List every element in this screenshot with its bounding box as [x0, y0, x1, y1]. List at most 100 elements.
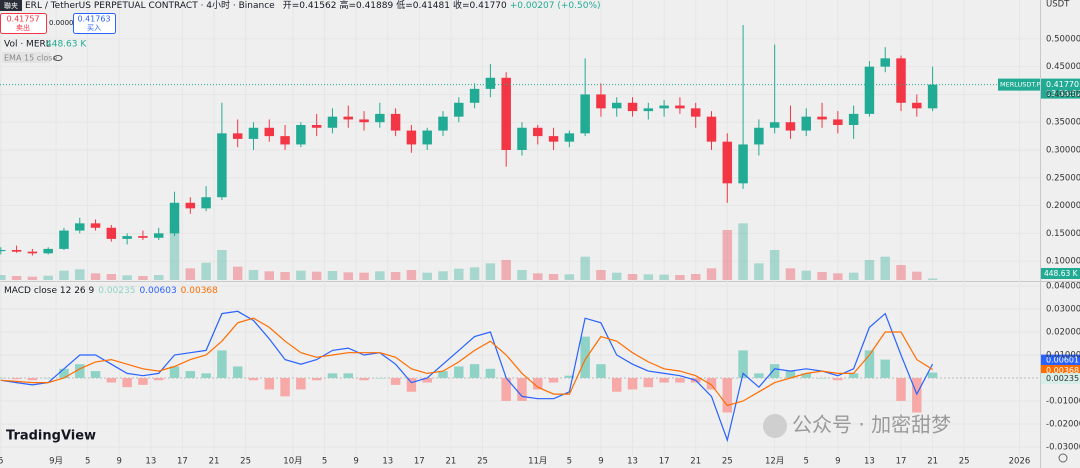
macd-histogram-bar: [327, 373, 338, 378]
candle-body: [454, 102, 464, 117]
x-tick-label: 13: [627, 457, 638, 467]
candle-body: [706, 116, 717, 142]
volume-bar: [833, 273, 843, 280]
x-tick-label: 17: [414, 457, 425, 467]
macd-histogram-bar: [833, 377, 843, 381]
y-tick-label: 0.50000: [1046, 34, 1080, 44]
macd-tick-label: 0.03000: [1046, 304, 1080, 314]
sell-button[interactable]: [0, 13, 47, 34]
y-tick-label: 0.20000: [1046, 201, 1080, 211]
volume-bar: [659, 274, 669, 280]
macd-histogram-bar: [11, 377, 22, 380]
candle-body: [138, 236, 148, 238]
candle-body: [754, 127, 764, 145]
x-tick-label: 10月: [283, 457, 302, 467]
symbol-tag-text: MERLUSDT.P: [1000, 81, 1041, 89]
volume-bar: [201, 262, 211, 280]
macd-tag-text: 0.00235: [1046, 374, 1079, 383]
macd-histogram-bar: [169, 366, 180, 378]
x-tick-label: 5: [567, 457, 572, 467]
candle-body: [359, 119, 369, 123]
y-tick-label: 0.15000: [1046, 229, 1080, 239]
candle-body: [106, 227, 117, 239]
x-tick-label: 25: [722, 457, 733, 467]
macd-histogram-bar: [675, 377, 685, 383]
volume-bar: [785, 268, 796, 280]
macd-histogram-bar: [517, 377, 527, 401]
volume-bar: [264, 271, 275, 280]
volume-bar: [517, 270, 527, 280]
macd-histogram-bar: [406, 377, 417, 392]
price-tag-text: 0.41770: [1046, 80, 1079, 89]
candle-body: [675, 105, 685, 109]
macd-histogram-bar: [485, 368, 496, 378]
volume-bar: [548, 274, 559, 280]
volume-tag-text: 448.63 K: [1044, 269, 1079, 278]
sell-label: 卖出: [16, 23, 30, 32]
volume-bar: [896, 265, 906, 280]
signal-last: 0.00368: [181, 286, 218, 296]
macd-histogram-bar: [896, 377, 906, 401]
ema-box[interactable]: [2, 52, 50, 63]
macd-last: 0.00603: [139, 286, 176, 296]
volume-bar: [533, 273, 543, 280]
settings-icon[interactable]: [1058, 453, 1068, 463]
watermark: 公众号 · 加密甜梦: [792, 413, 951, 437]
macd-histogram-bar: [580, 336, 590, 378]
macd-histogram-bar: [848, 373, 859, 378]
volume-bar: [0, 275, 6, 280]
volume-bar: [611, 272, 622, 280]
candle-body: [201, 197, 211, 209]
macd-histogram-bar: [75, 364, 85, 378]
volume-bar: [801, 270, 811, 280]
volume-bar: [690, 274, 701, 280]
macd-histogram-bar: [0, 377, 6, 379]
candle-body: [912, 102, 922, 109]
x-tick-label: 17: [177, 457, 188, 467]
macd-histogram-bar: [422, 377, 432, 383]
macd-tick-label: -0.02000: [1046, 419, 1080, 429]
volume-bar: [122, 275, 132, 280]
macd-histogram-bar: [185, 371, 196, 378]
macd-histogram-bar: [343, 373, 353, 378]
volume-bar: [485, 263, 496, 280]
logo: TradingView: [6, 429, 96, 444]
volume-tag: [1041, 268, 1080, 279]
sell-price: 0.41757: [6, 15, 39, 24]
volume-bar: [232, 266, 243, 280]
volume-bar: [817, 272, 827, 280]
countdown: 03:33:52: [1046, 89, 1080, 98]
buy-label: 买入: [87, 24, 101, 32]
candle-body: [248, 127, 259, 139]
candle-body: [122, 236, 132, 239]
macd-histogram-bar: [264, 377, 275, 390]
macd-tick-label: 0.04000: [1046, 281, 1080, 291]
x-tick-label: 9: [835, 457, 840, 467]
header-line: ERL / TetherUS PERPETUAL CONTRACT · 4小时 …: [25, 0, 601, 11]
x-tick-label: 11月: [528, 457, 547, 467]
candle-body: [217, 133, 227, 198]
macd-line: [0, 310, 934, 443]
ema-label: EMA 15 close: [4, 54, 57, 63]
macd-histogram-bar: [706, 377, 717, 390]
volume-bar: [738, 223, 748, 280]
eye-icon[interactable]: [53, 55, 63, 61]
macd-tag: [1041, 365, 1080, 377]
candle-body: [659, 105, 669, 109]
macd-histogram-bar: [880, 359, 890, 378]
volume-bar: [390, 272, 401, 280]
macd-histogram-bar: [596, 364, 606, 378]
macd-histogram-bar: [90, 371, 101, 378]
volume-bar: [406, 270, 417, 280]
volume-bar: [296, 270, 306, 280]
volume-bar: [880, 256, 890, 280]
candle-body: [280, 136, 290, 145]
candle-body: [185, 202, 196, 209]
volume-bar: [153, 275, 164, 280]
candle-body: [533, 127, 543, 137]
macd-histogram-bar: [643, 377, 654, 388]
buy-button[interactable]: [73, 13, 116, 34]
ohlc: 开=0.41562: [283, 0, 337, 11]
macd-histogram-bar: [296, 377, 306, 390]
volume-bar: [848, 272, 859, 280]
